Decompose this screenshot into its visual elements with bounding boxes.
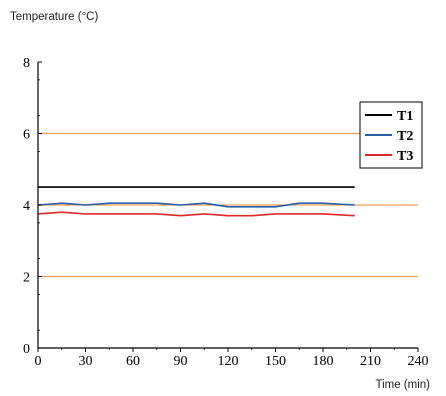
x-tick-label-60: 60	[126, 354, 140, 369]
x-tick-label-180: 180	[313, 354, 334, 369]
x-tick-label-0: 0	[35, 354, 42, 369]
x-tick-label-30: 30	[79, 354, 93, 369]
x-axis-label: Time (min)	[375, 379, 430, 391]
x-tick-label-210: 210	[360, 354, 381, 369]
series-lines	[37, 186, 355, 217]
x-tick-label-120: 120	[218, 354, 239, 369]
y-tick-label-0: 0	[23, 342, 30, 357]
y-tick-label-8: 8	[23, 56, 30, 71]
y-tick-label-4: 4	[23, 199, 30, 214]
y-tick-label-6: 6	[23, 128, 30, 143]
x-tick-label-90: 90	[174, 354, 188, 369]
axes: 0 30 60 90 120 150 180 210 240 0 2 4 6 8	[23, 56, 429, 369]
legend-label-t1: T1	[397, 109, 413, 124]
x-tick-label-240: 240	[408, 354, 429, 369]
y-tick-label-2: 2	[23, 271, 30, 286]
series-line-t3	[37, 211, 355, 217]
legend: T1 T2 T3	[359, 101, 423, 169]
series-line-t2	[37, 202, 355, 208]
y-axis-label: Temperature (°C)	[10, 11, 98, 23]
legend-label-t3: T3	[397, 149, 413, 164]
legend-label-t2: T2	[397, 129, 413, 144]
x-tick-label-150: 150	[265, 354, 286, 369]
